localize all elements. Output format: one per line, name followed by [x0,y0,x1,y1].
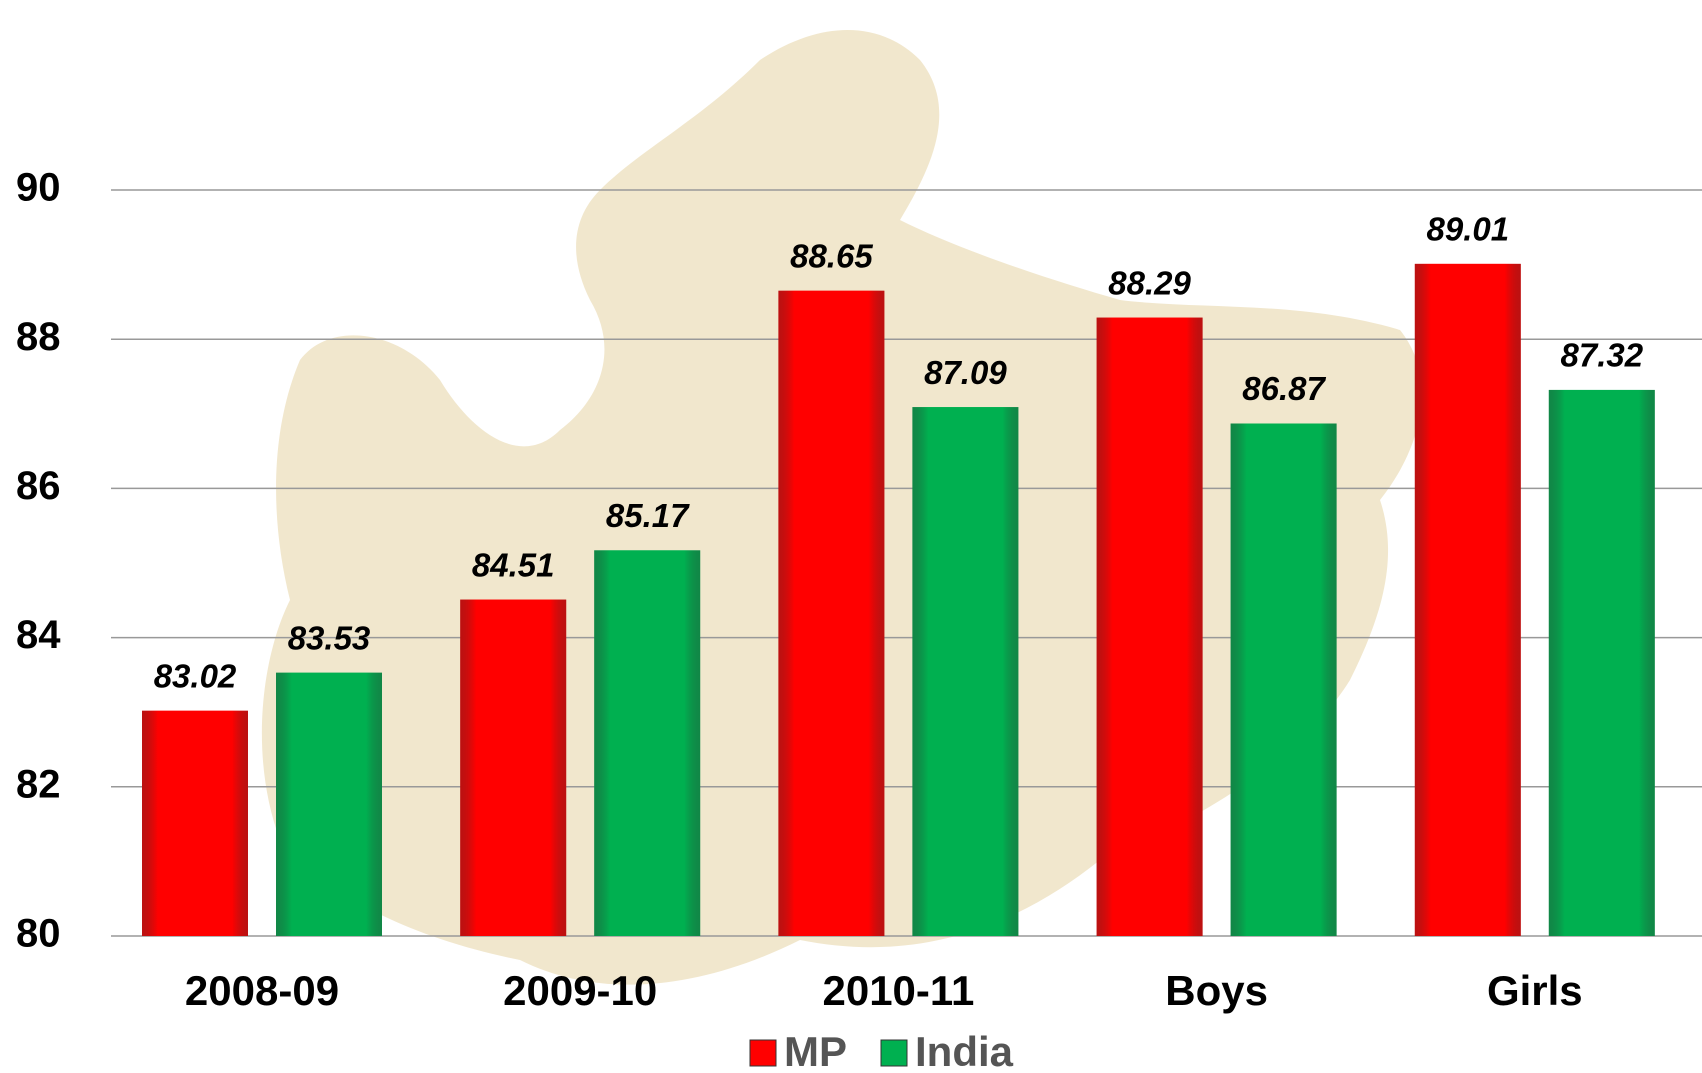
data-label: 87.32 [1561,337,1644,374]
bar-shade [912,407,1019,936]
y-tick-label: 82 [16,762,61,806]
x-tick-label: 2010-11 [822,967,974,1014]
data-label: 89.01 [1427,211,1510,248]
y-tick-label: 90 [16,166,61,210]
y-tick-label: 84 [16,613,61,657]
bar-shade [460,599,567,936]
x-tick-label: 2009-10 [503,967,657,1014]
bar-shade [142,710,248,936]
y-tick-label: 80 [16,912,61,956]
data-label: 87.09 [924,354,1007,391]
data-label: 85.17 [606,497,690,534]
x-tick-label: Girls [1487,967,1583,1014]
legend-label: India [915,1028,1014,1073]
data-label: 84.51 [472,546,555,583]
bar-shade [1414,263,1521,936]
data-label: 88.29 [1108,264,1191,301]
bar-shade [276,672,382,936]
bar-shade [1230,423,1337,936]
y-tick-label: 86 [16,464,61,508]
data-label: 83.02 [154,657,237,694]
y-tick-label: 88 [16,315,61,359]
data-label: 83.53 [288,619,371,656]
data-label: 86.87 [1242,370,1326,407]
bar-shade [594,550,701,936]
legend-label: MP [784,1028,847,1073]
x-tick-label: Boys [1165,967,1268,1014]
x-tick-label: 2008-09 [185,967,339,1014]
bar-shade [1548,389,1655,937]
bar-shade [1096,317,1203,936]
data-label: 88.65 [790,237,873,274]
bar-shade [778,290,885,937]
legend-swatch [749,1039,777,1067]
legend-swatch [880,1039,908,1067]
